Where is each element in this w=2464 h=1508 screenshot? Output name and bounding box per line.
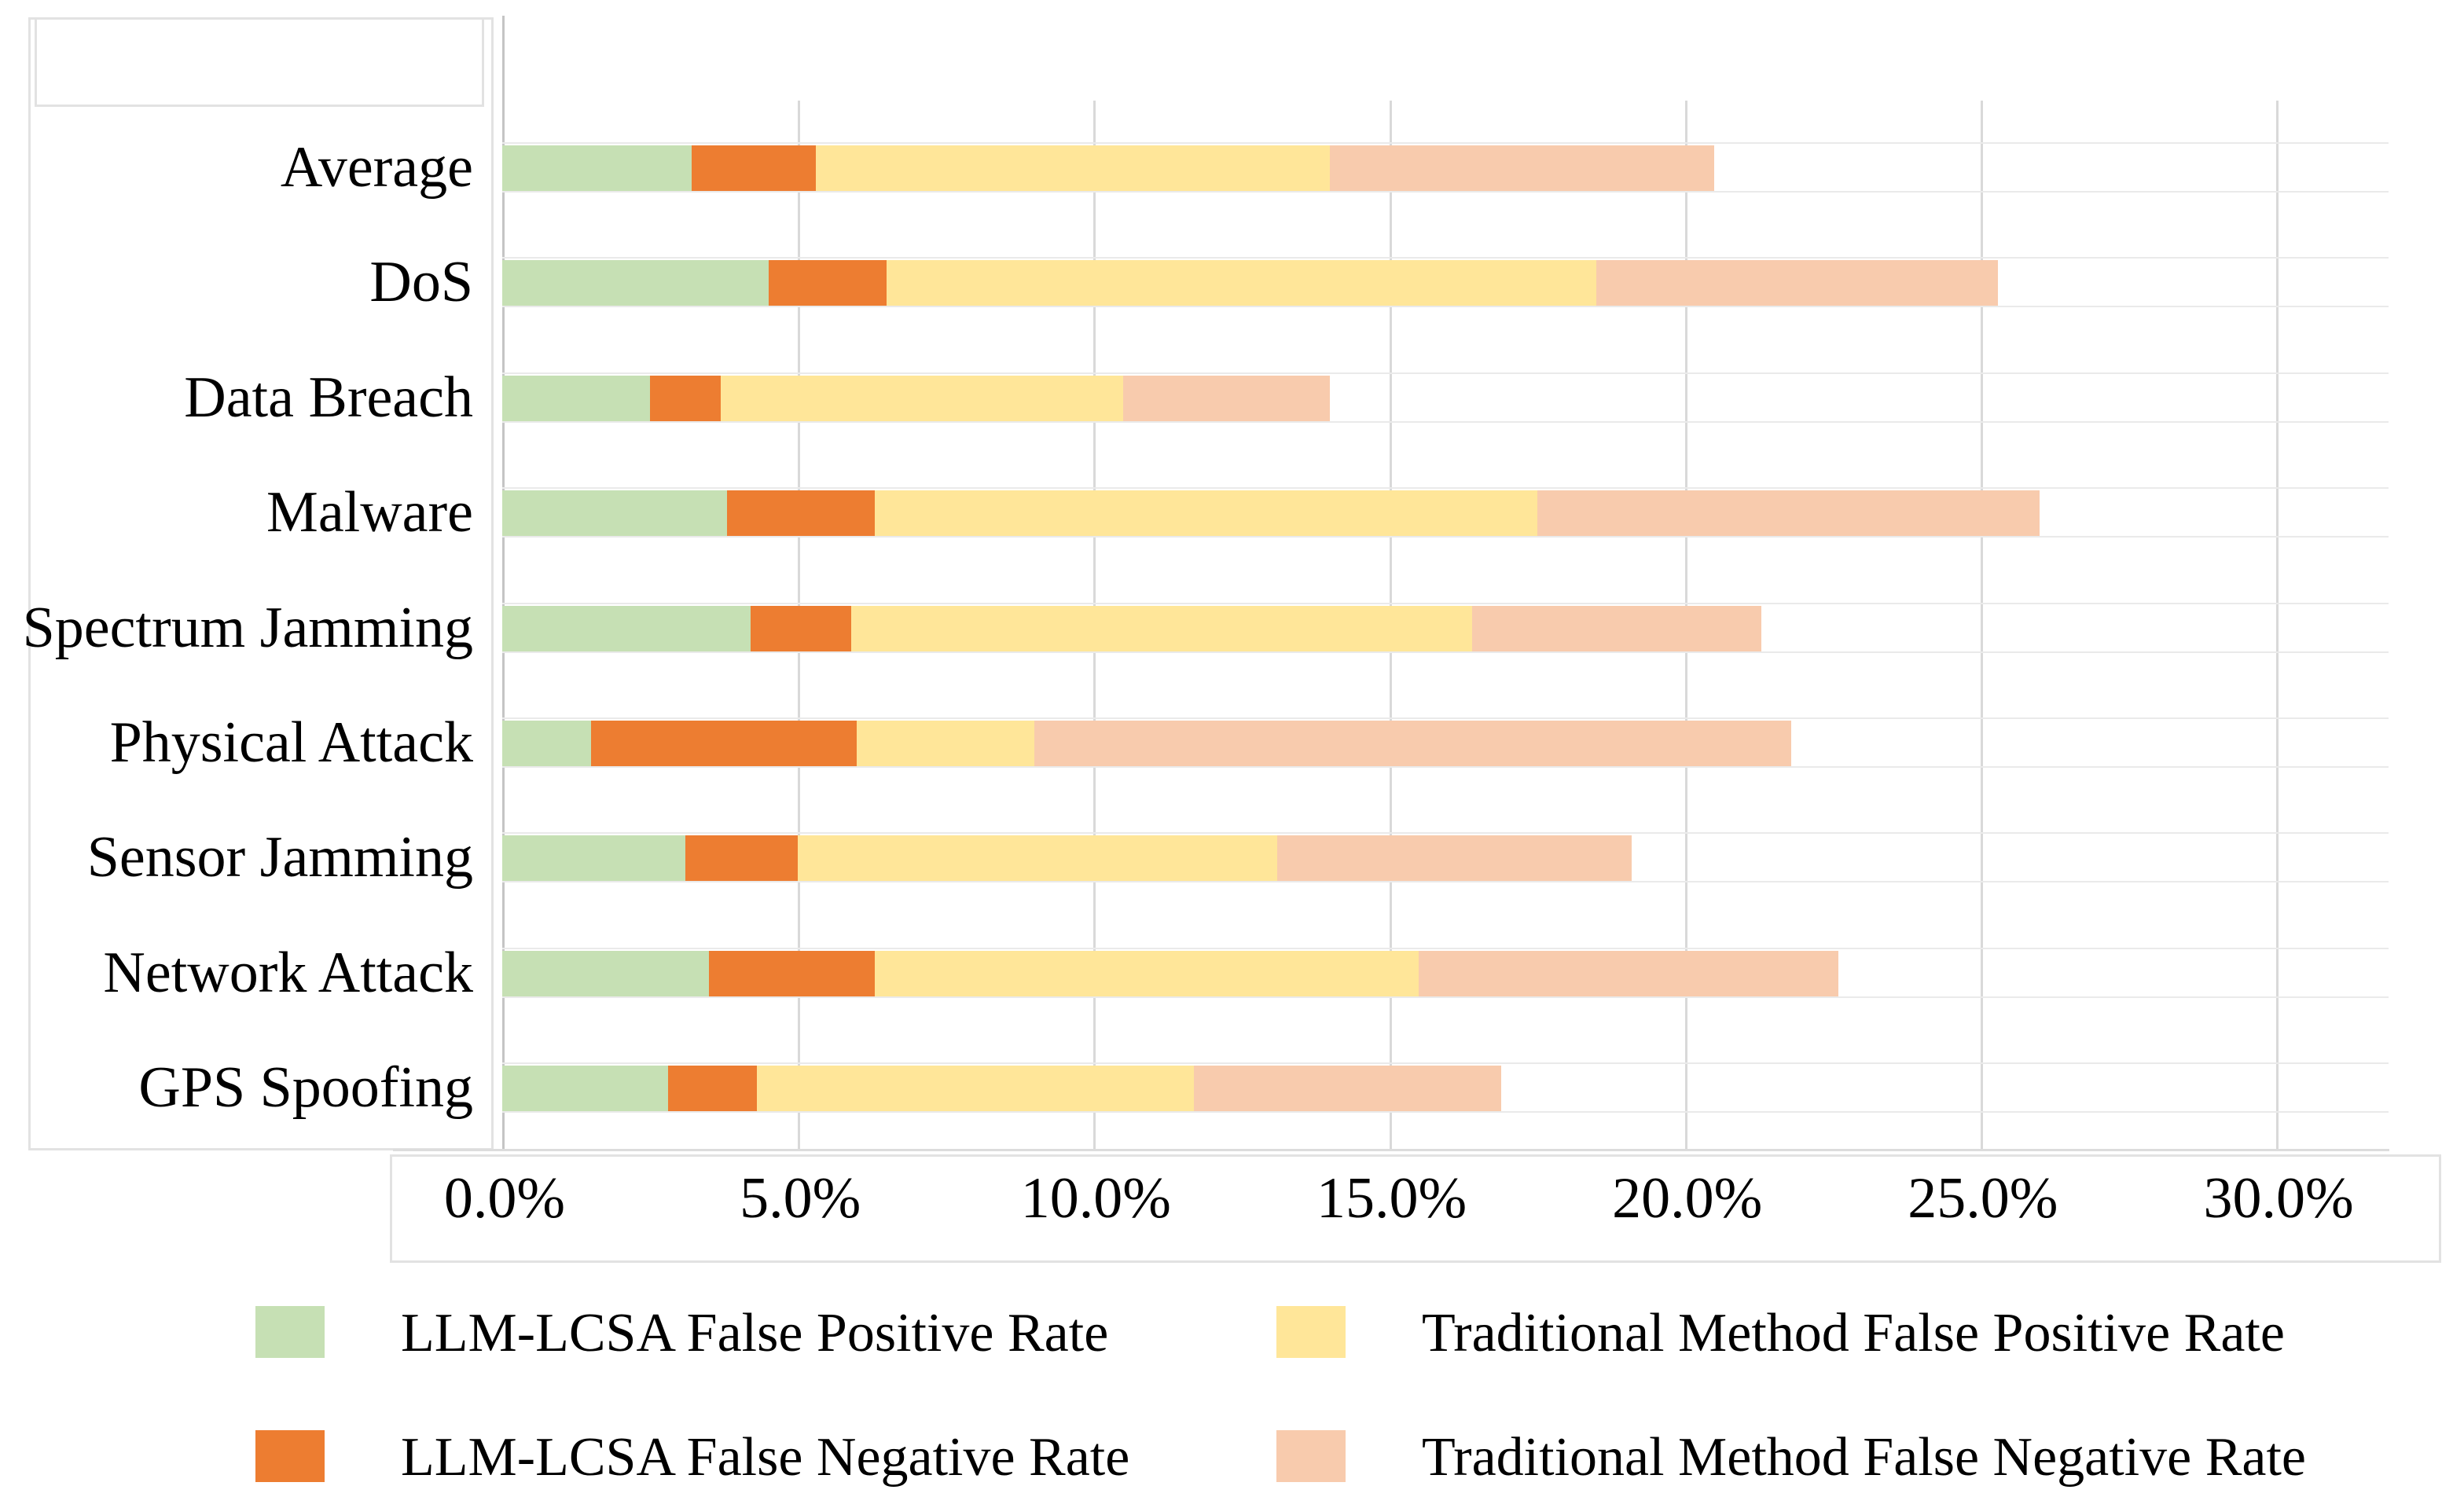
segment-series-0 — [502, 835, 686, 882]
segment-series-3 — [1122, 375, 1331, 421]
segment-series-1 — [590, 721, 857, 766]
x-tick-label: 25.0% — [1908, 1166, 2058, 1231]
segment-series-2 — [887, 260, 1596, 306]
segment-series-1 — [650, 375, 722, 421]
segment-series-0 — [502, 490, 727, 537]
plot-bottom-border — [393, 1149, 2389, 1151]
segment-series-0 — [502, 145, 692, 191]
gridline-30pct — [2276, 101, 2279, 1150]
plot-area — [502, 16, 2389, 1150]
x-tick-label: 10.0% — [1020, 1166, 1171, 1231]
segment-series-3 — [1276, 835, 1632, 882]
segment-series-0 — [502, 605, 751, 651]
legend-swatch-1 — [1276, 1306, 1346, 1358]
segment-series-2 — [874, 490, 1537, 537]
segment-series-1 — [726, 490, 875, 537]
x-axis-tick-label-box: 0.0% 5.0% 10.0% 15.0% 20.0% 25.0% 30.0% — [390, 1154, 2441, 1263]
segment-series-3 — [1330, 145, 1715, 191]
segment-series-2 — [721, 375, 1123, 421]
empty-title-box — [35, 17, 484, 107]
zero-axis-line — [502, 16, 505, 1150]
segment-series-1 — [667, 1066, 757, 1112]
segment-series-3 — [1537, 490, 2040, 537]
category-label: Malware — [266, 480, 473, 545]
bar-row-average — [502, 142, 2389, 193]
x-tick-label: 30.0% — [2203, 1166, 2354, 1231]
legend-label-0: LLM-LCSA False Positive Rate — [401, 1303, 1109, 1363]
segment-series-2 — [857, 721, 1035, 766]
segment-series-3 — [1471, 605, 1762, 651]
legend-swatch-2 — [255, 1430, 325, 1482]
x-tick-label: 0.0% — [443, 1166, 566, 1231]
segment-series-1 — [709, 950, 875, 996]
segment-series-3 — [1419, 950, 1839, 996]
segment-series-1 — [768, 260, 887, 306]
segment-series-3 — [1034, 721, 1792, 766]
segment-series-1 — [750, 605, 851, 651]
segment-series-0 — [502, 260, 769, 306]
bar-row-physical-attack — [502, 717, 2389, 768]
category-label: Network Attack — [103, 940, 473, 1005]
gridline-25pct — [1980, 101, 1983, 1150]
x-tick-label: 5.0% — [740, 1166, 861, 1231]
category-label: Physical Attack — [109, 710, 473, 775]
legend-label-1: Traditional Method False Positive Rate — [1422, 1303, 2285, 1363]
bar-row-malware — [502, 487, 2389, 538]
legend: LLM-LCSA False Positive Rate Traditional … — [0, 1281, 2464, 1508]
segment-series-2 — [815, 145, 1331, 191]
category-label: GPS Spoofing — [138, 1055, 473, 1121]
legend-swatch-0 — [255, 1306, 325, 1358]
category-axis-box — [28, 17, 494, 1150]
x-tick-label: 15.0% — [1316, 1166, 1467, 1231]
category-label: Sensor Jamming — [86, 825, 473, 890]
legend-label-3: Traditional Method False Negative Rate — [1422, 1427, 2306, 1488]
bar-row-spectrum-jamming — [502, 602, 2389, 653]
category-labels: Average DoS Data Breach Malware Spectrum Jam… — [23, 0, 483, 1508]
legend-swatch-3 — [1276, 1430, 1346, 1482]
segment-series-0 — [502, 950, 710, 996]
segment-series-3 — [1596, 260, 1999, 306]
segment-series-0 — [502, 1066, 668, 1112]
segment-series-2 — [756, 1066, 1195, 1112]
segment-series-0 — [502, 721, 591, 766]
segment-series-1 — [685, 835, 799, 882]
segment-series-2 — [874, 950, 1419, 996]
segment-series-1 — [691, 145, 816, 191]
bar-row-network-attack — [502, 947, 2389, 998]
segment-series-0 — [502, 375, 651, 421]
category-label: Spectrum Jamming — [22, 595, 473, 660]
category-label: Average — [280, 135, 473, 200]
bar-row-data-breach — [502, 372, 2389, 423]
category-label: Data Breach — [184, 365, 473, 430]
category-label: DoS — [369, 250, 473, 315]
bar-row-sensor-jamming — [502, 832, 2389, 883]
segment-series-3 — [1194, 1066, 1502, 1112]
bar-row-gps-spoofing — [502, 1062, 2389, 1114]
bar-row-dos — [502, 257, 2389, 308]
segment-series-2 — [850, 605, 1472, 651]
x-tick-label: 20.0% — [1612, 1166, 1763, 1231]
segment-series-2 — [798, 835, 1277, 882]
legend-label-2: LLM-LCSA False Negative Rate — [401, 1427, 1130, 1488]
